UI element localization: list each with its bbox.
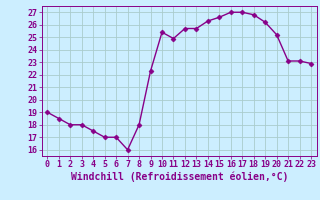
X-axis label: Windchill (Refroidissement éolien,°C): Windchill (Refroidissement éolien,°C): [70, 172, 288, 182]
